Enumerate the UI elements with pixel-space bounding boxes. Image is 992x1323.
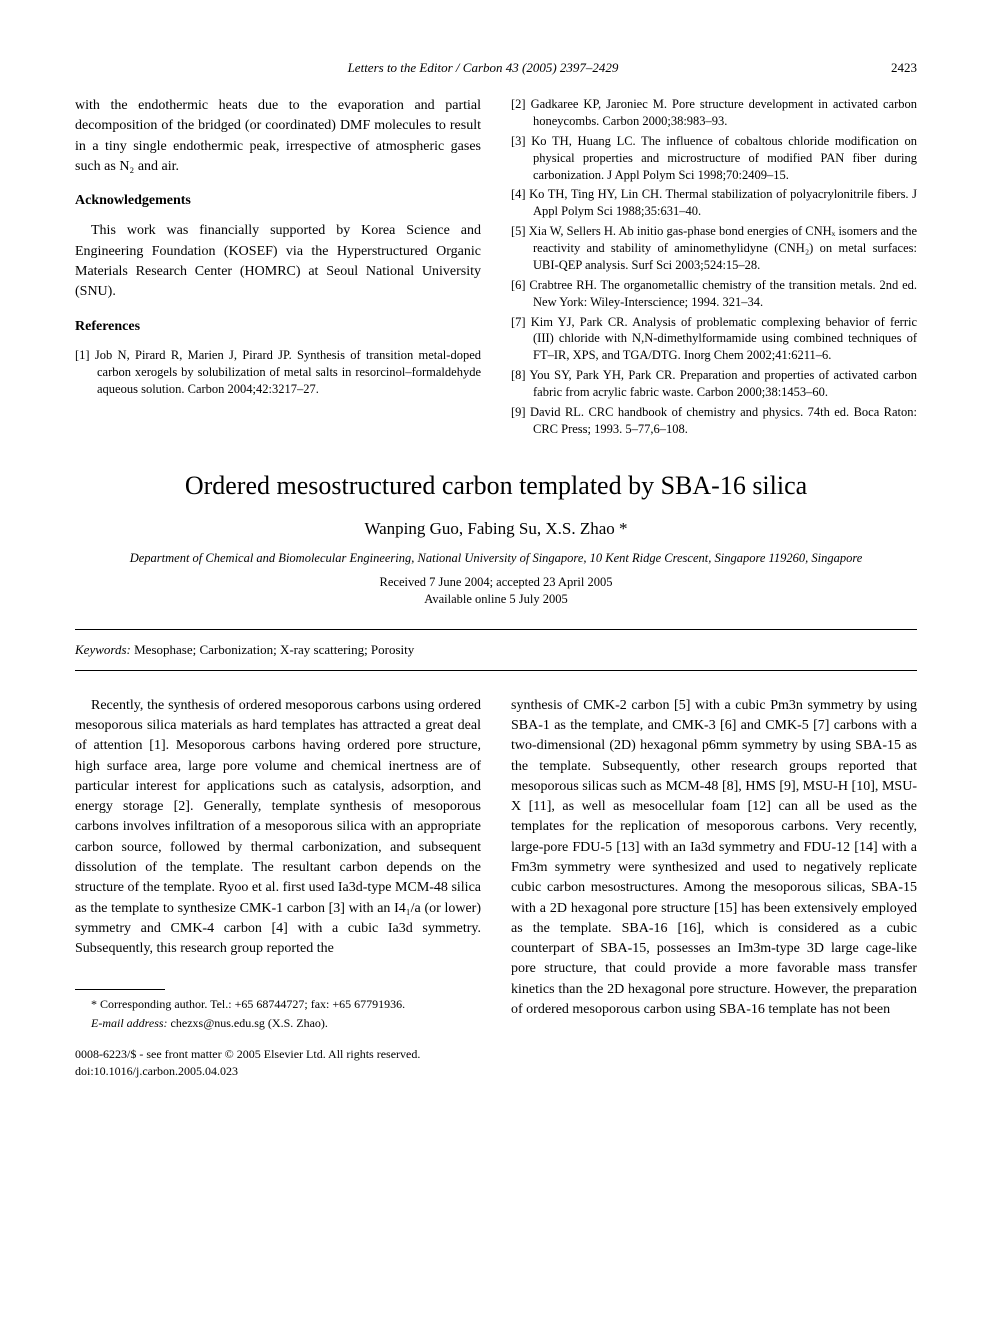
reference-item: [4] Ko TH, Ting HY, Lin CH. Thermal stab… [511,186,917,220]
main-body-columns: Recently, the synthesis of ordered mesop… [75,696,917,1082]
corresponding-author-footnote: * Corresponding author. Tel.: +65 687447… [75,996,481,1013]
footnote-separator [75,989,165,990]
available-date: Available online 5 July 2005 [75,591,917,609]
reference-item: [1] Job N, Pirard R, Marien J, Pirard JP… [75,347,481,398]
page-header: Letters to the Editor / Carbon 43 (2005)… [75,60,917,76]
reference-item: [6] Crabtree RH. The organometallic chem… [511,277,917,311]
doi-line: doi:10.1016/j.carbon.2005.04.023 [75,1063,481,1080]
top-article-columns: with the endothermic heats due to the ev… [75,96,917,441]
keywords-label: Keywords: [75,642,131,657]
article-dates: Received 7 June 2004; accepted 23 April … [75,574,917,609]
acknowledgements-text: This work was financially supported by K… [75,221,481,302]
email-label: E-mail address: [91,1016,168,1030]
journal-header: Letters to the Editor / Carbon 43 (2005)… [75,60,891,76]
email-address: chezxs@nus.edu.sg (X.S. Zhao). [168,1016,328,1030]
top-left-column: with the endothermic heats due to the ev… [75,96,481,441]
page-number: 2423 [891,60,917,76]
reference-item: [3] Ko TH, Huang LC. The influence of co… [511,133,917,184]
keywords-block: Keywords: Mesophase; Carbonization; X-ra… [75,629,917,671]
article-title: Ordered mesostructured carbon templated … [75,471,917,501]
references-heading: References [75,317,481,337]
body-paragraph: synthesis of CMK-2 carbon [5] with a cub… [511,696,917,1021]
reference-item: [7] Kim YJ, Park CR. Analysis of problem… [511,314,917,365]
reference-item: [5] Xia W, Sellers H. Ab initio gas-phas… [511,223,917,274]
body-right-column: synthesis of CMK-2 carbon [5] with a cub… [511,696,917,1082]
email-footnote: E-mail address: chezxs@nus.edu.sg (X.S. … [75,1015,481,1032]
body-paragraph: Recently, the synthesis of ordered mesop… [75,696,481,960]
reference-item: [2] Gadkaree KP, Jaroniec M. Pore struct… [511,96,917,130]
reference-item: [8] You SY, Park YH, Park CR. Preparatio… [511,367,917,401]
received-date: Received 7 June 2004; accepted 23 April … [75,574,917,592]
continuation-paragraph: with the endothermic heats due to the ev… [75,96,481,177]
reference-item: [9] David RL. CRC handbook of chemistry … [511,404,917,438]
copyright-line: 0008-6223/$ - see front matter © 2005 El… [75,1046,481,1063]
acknowledgements-heading: Acknowledgements [75,191,481,211]
keywords-text: Mesophase; Carbonization; X-ray scatteri… [131,642,414,657]
top-right-column: [2] Gadkaree KP, Jaroniec M. Pore struct… [511,96,917,441]
authors: Wanping Guo, Fabing Su, X.S. Zhao * [75,519,917,539]
body-left-column: Recently, the synthesis of ordered mesop… [75,696,481,1082]
affiliation: Department of Chemical and Biomolecular … [75,551,917,566]
